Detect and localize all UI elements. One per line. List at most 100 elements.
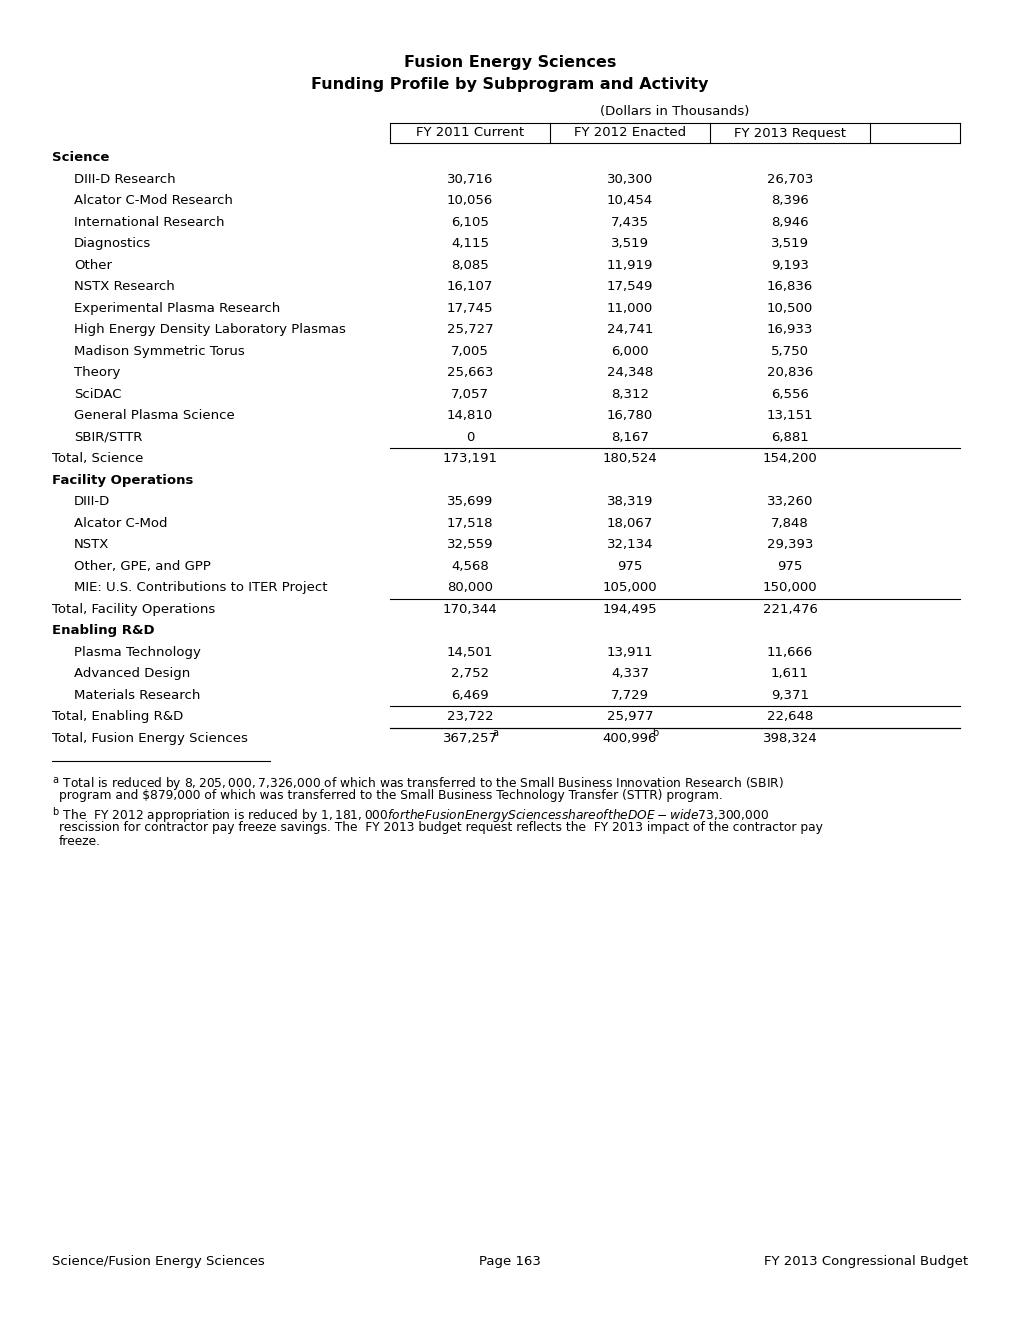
Text: program and $879,000 of which was transferred to the Small Business Technology T: program and $879,000 of which was transf… <box>59 789 722 803</box>
Text: 16,933: 16,933 <box>766 323 812 337</box>
Text: 23,722: 23,722 <box>446 710 493 723</box>
Text: Materials Research: Materials Research <box>74 689 200 702</box>
Text: 24,741: 24,741 <box>606 323 652 337</box>
Text: Enabling R&D: Enabling R&D <box>52 624 155 638</box>
Text: 8,085: 8,085 <box>450 259 488 272</box>
Text: 30,716: 30,716 <box>446 173 493 186</box>
Text: 8,312: 8,312 <box>610 388 648 401</box>
Text: 17,549: 17,549 <box>606 280 652 293</box>
Text: 16,836: 16,836 <box>766 280 812 293</box>
Text: Total, Enabling R&D: Total, Enabling R&D <box>52 710 183 723</box>
Text: 25,727: 25,727 <box>446 323 493 337</box>
Text: b: b <box>52 807 58 817</box>
Text: Alcator C-Mod Research: Alcator C-Mod Research <box>74 194 232 207</box>
Text: The  FY 2012 appropriation is reduced by $1,181,000 for the Fusion Energy Scienc: The FY 2012 appropriation is reduced by … <box>59 807 768 824</box>
Text: 38,319: 38,319 <box>606 495 652 508</box>
Text: 7,057: 7,057 <box>450 388 488 401</box>
Text: DIII-D: DIII-D <box>74 495 110 508</box>
Text: 398,324: 398,324 <box>762 731 816 744</box>
Text: 25,663: 25,663 <box>446 366 493 379</box>
Text: 11,919: 11,919 <box>606 259 652 272</box>
Text: 105,000: 105,000 <box>602 581 656 594</box>
Text: 80,000: 80,000 <box>446 581 492 594</box>
Text: High Energy Density Laboratory Plasmas: High Energy Density Laboratory Plasmas <box>74 323 345 337</box>
Text: SBIR/STTR: SBIR/STTR <box>74 430 143 444</box>
Text: Science/Fusion Energy Sciences: Science/Fusion Energy Sciences <box>52 1255 265 1269</box>
Text: 33,260: 33,260 <box>766 495 812 508</box>
Text: 2,752: 2,752 <box>450 667 488 680</box>
Text: 4,115: 4,115 <box>450 238 488 251</box>
Text: freeze.: freeze. <box>59 836 101 847</box>
Text: 5,750: 5,750 <box>770 345 808 358</box>
Text: 367,257: 367,257 <box>442 731 497 744</box>
Text: (Dollars in Thousands): (Dollars in Thousands) <box>600 106 749 119</box>
Text: 9,193: 9,193 <box>770 259 808 272</box>
Text: 25,977: 25,977 <box>606 710 652 723</box>
Text: Other: Other <box>74 259 112 272</box>
Text: 7,435: 7,435 <box>610 215 648 228</box>
Text: 6,881: 6,881 <box>770 430 808 444</box>
Text: Facility Operations: Facility Operations <box>52 474 194 487</box>
Text: 10,454: 10,454 <box>606 194 652 207</box>
Text: Alcator C-Mod: Alcator C-Mod <box>74 516 167 529</box>
Text: 14,810: 14,810 <box>446 409 492 422</box>
Text: 170,344: 170,344 <box>442 603 497 615</box>
Text: DIII-D Research: DIII-D Research <box>74 173 175 186</box>
Text: 10,500: 10,500 <box>766 302 812 314</box>
Text: Science: Science <box>52 152 109 164</box>
Text: 3,519: 3,519 <box>770 238 808 251</box>
Text: 9,371: 9,371 <box>770 689 808 702</box>
Text: 975: 975 <box>616 560 642 573</box>
Text: 11,666: 11,666 <box>766 645 812 659</box>
Text: a: a <box>491 729 497 738</box>
Text: Plasma Technology: Plasma Technology <box>74 645 201 659</box>
Text: Advanced Design: Advanced Design <box>74 667 191 680</box>
Text: 35,699: 35,699 <box>446 495 492 508</box>
Text: General Plasma Science: General Plasma Science <box>74 409 234 422</box>
Text: Total is reduced by $8,205,000, $7,326,000 of which was transferred to the Small: Total is reduced by $8,205,000, $7,326,0… <box>59 775 784 792</box>
Text: Madison Symmetric Torus: Madison Symmetric Torus <box>74 345 245 358</box>
Text: FY 2011 Current: FY 2011 Current <box>416 127 524 140</box>
Text: Total, Science: Total, Science <box>52 453 144 465</box>
Text: 8,167: 8,167 <box>610 430 648 444</box>
Text: 0: 0 <box>466 430 474 444</box>
Text: 194,495: 194,495 <box>602 603 656 615</box>
Text: 17,518: 17,518 <box>446 516 493 529</box>
Text: Funding Profile by Subprogram and Activity: Funding Profile by Subprogram and Activi… <box>311 78 708 92</box>
Text: 150,000: 150,000 <box>762 581 816 594</box>
Text: 8,396: 8,396 <box>770 194 808 207</box>
Text: 6,469: 6,469 <box>450 689 488 702</box>
Text: 7,848: 7,848 <box>770 516 808 529</box>
Text: 1,611: 1,611 <box>770 667 808 680</box>
Text: 29,393: 29,393 <box>766 539 812 552</box>
Text: Total, Fusion Energy Sciences: Total, Fusion Energy Sciences <box>52 731 248 744</box>
Text: 13,151: 13,151 <box>766 409 812 422</box>
Text: Experimental Plasma Research: Experimental Plasma Research <box>74 302 280 314</box>
Text: Other, GPE, and GPP: Other, GPE, and GPP <box>74 560 211 573</box>
Text: 180,524: 180,524 <box>602 453 656 465</box>
Text: Theory: Theory <box>74 366 120 379</box>
Text: Fusion Energy Sciences: Fusion Energy Sciences <box>404 54 615 70</box>
Text: Page 163: Page 163 <box>479 1255 540 1269</box>
Text: 6,556: 6,556 <box>770 388 808 401</box>
Text: 6,000: 6,000 <box>610 345 648 358</box>
Text: 3,519: 3,519 <box>610 238 648 251</box>
Text: 221,476: 221,476 <box>762 603 816 615</box>
Text: 17,745: 17,745 <box>446 302 493 314</box>
Text: 20,836: 20,836 <box>766 366 812 379</box>
Text: 18,067: 18,067 <box>606 516 652 529</box>
Text: 16,780: 16,780 <box>606 409 652 422</box>
Text: 6,105: 6,105 <box>450 215 488 228</box>
Text: b: b <box>651 729 657 738</box>
Text: FY 2013 Request: FY 2013 Request <box>734 127 845 140</box>
Text: 22,648: 22,648 <box>766 710 812 723</box>
Text: 4,337: 4,337 <box>610 667 648 680</box>
Text: MIE: U.S. Contributions to ITER Project: MIE: U.S. Contributions to ITER Project <box>74 581 327 594</box>
Text: 32,559: 32,559 <box>446 539 493 552</box>
Text: 8,946: 8,946 <box>770 215 808 228</box>
Text: a: a <box>52 775 58 785</box>
Text: International Research: International Research <box>74 215 224 228</box>
Text: 173,191: 173,191 <box>442 453 497 465</box>
Text: 24,348: 24,348 <box>606 366 652 379</box>
Text: NSTX Research: NSTX Research <box>74 280 174 293</box>
